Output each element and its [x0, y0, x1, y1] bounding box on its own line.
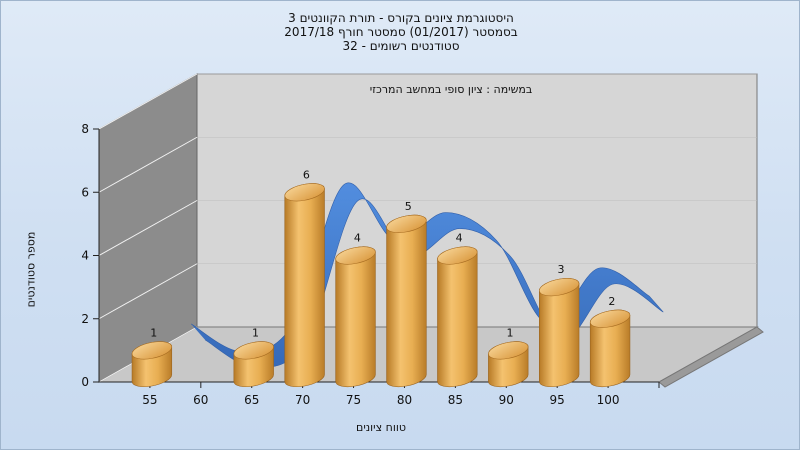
gridline-left: [98, 136, 198, 193]
bar-body: [284, 183, 325, 388]
bar: [488, 341, 529, 388]
x-tick-label: 95: [550, 393, 565, 407]
bar-value-label: 1: [507, 326, 514, 339]
bar-value-label: 4: [354, 232, 361, 245]
bar: [233, 341, 274, 388]
y-tick-label: 6: [81, 185, 89, 199]
bar-top: [539, 278, 580, 297]
x-tick-label: 60: [193, 393, 208, 407]
bar-top: [335, 246, 376, 265]
bar-top: [589, 309, 631, 328]
bar: [539, 278, 580, 388]
bar-top: [233, 341, 274, 360]
bar-body: [386, 214, 427, 388]
floor-edge: [658, 326, 764, 388]
gridline-left: [98, 263, 198, 320]
bar: [386, 214, 427, 388]
x-tick-label: 65: [244, 393, 259, 407]
bar: [335, 246, 376, 388]
bar-body: [437, 246, 478, 388]
bar-top: [488, 341, 529, 360]
bar-value-label: 4: [456, 232, 463, 245]
x-tick-label: 80: [397, 393, 412, 407]
chart-title-line-3: סטודנטים רשומים - 32: [342, 39, 460, 53]
gridline-left: [98, 73, 198, 130]
bar-body: [335, 246, 376, 388]
y-axis-label: מספר סטודנטים: [24, 231, 38, 308]
bar-value-label: 6: [303, 168, 310, 181]
y-tick-label: 8: [81, 122, 89, 136]
bar-value-label: 5: [405, 200, 412, 213]
bar: [284, 183, 325, 388]
bar: [131, 341, 173, 388]
bar: [589, 309, 631, 388]
x-tick-label: 70: [295, 393, 310, 407]
y-tick-label: 4: [81, 249, 89, 263]
y-tick-label: 2: [81, 312, 89, 326]
bar-value-label: 2: [608, 295, 615, 308]
bar-value-label: 3: [557, 263, 564, 276]
bar-value-label: 1: [150, 326, 157, 339]
floor: [97, 326, 759, 383]
x-tick-label: 75: [346, 393, 361, 407]
y-tick-label: 0: [81, 375, 89, 389]
x-axis-label: טווח ציונים: [356, 421, 406, 434]
x-tick-label: 90: [499, 393, 514, 407]
x-tick-label: 55: [142, 393, 157, 407]
chart-title-line-2: בסמסטר (01/2017) סמסטר חורף 2017/18: [284, 25, 518, 39]
x-tick-label: 100: [597, 393, 620, 407]
bar-top: [437, 246, 478, 265]
chart-subtitle: במשימה : ציון סופי במחשב המרכזי: [369, 83, 533, 96]
bar-top: [386, 214, 427, 233]
bar-top: [284, 183, 325, 202]
gridline-left: [98, 200, 198, 256]
x-tick-label: 85: [448, 393, 463, 407]
bar: [437, 246, 478, 388]
bar-value-label: 1: [252, 326, 259, 339]
bar-top: [131, 341, 173, 360]
chart-title-line-1: היסטוגרמת ציונים בקורס - תורת הקוונטים 3: [288, 11, 514, 25]
